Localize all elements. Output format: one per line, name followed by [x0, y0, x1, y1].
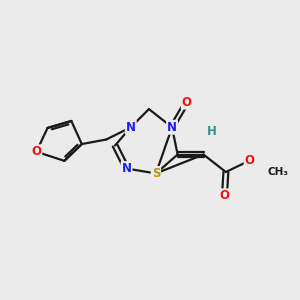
Text: N: N	[122, 162, 132, 175]
Text: O: O	[220, 189, 230, 202]
Text: O: O	[32, 145, 41, 158]
Text: N: N	[167, 121, 177, 134]
Text: H: H	[207, 125, 217, 138]
Text: S: S	[152, 167, 160, 180]
Text: CH₃: CH₃	[267, 167, 288, 177]
Text: N: N	[126, 121, 136, 134]
Text: O: O	[182, 96, 192, 109]
Text: O: O	[245, 154, 255, 167]
